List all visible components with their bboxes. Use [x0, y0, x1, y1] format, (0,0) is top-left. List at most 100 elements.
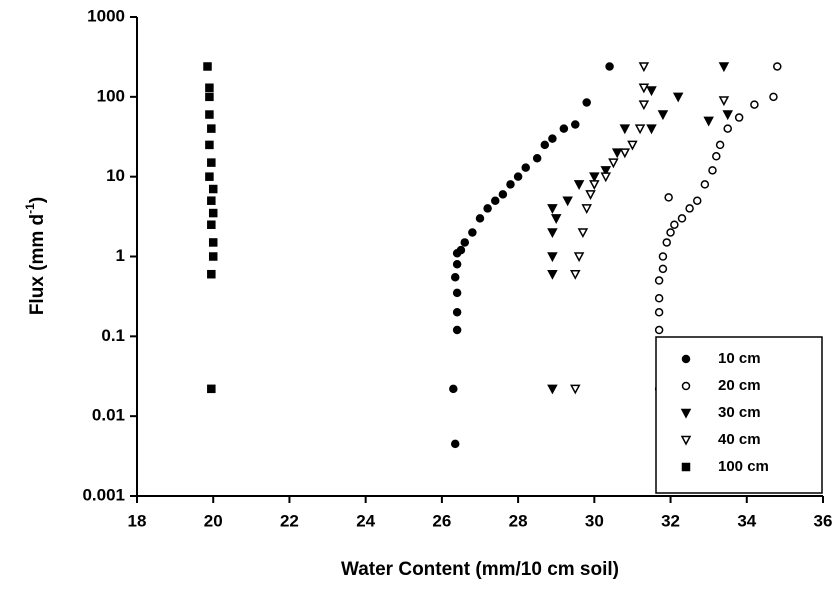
point: [205, 140, 214, 150]
point: [638, 100, 650, 111]
point: [619, 148, 631, 159]
point: [685, 204, 694, 213]
point: [547, 204, 558, 215]
x-tick-label: 30: [585, 511, 604, 530]
point: [490, 196, 500, 205]
point: [600, 166, 612, 176]
y-tick-label: 100: [97, 86, 125, 105]
y-tick-label: 10: [106, 166, 125, 185]
legend-marker: [681, 354, 691, 364]
point: [450, 272, 460, 282]
point: [207, 124, 216, 133]
point: [506, 180, 515, 189]
y-label-text: Flux (mm d: [27, 214, 48, 315]
point: [666, 228, 675, 237]
point: [750, 100, 759, 109]
legend-marker: [681, 462, 691, 472]
x-tick-label: 36: [814, 511, 833, 530]
point: [548, 134, 557, 143]
y-axis-label: Flux (mm d-1): [23, 197, 48, 315]
point: [677, 214, 687, 223]
point: [718, 96, 730, 107]
legend-label: 10 cm: [718, 350, 761, 367]
point: [207, 384, 216, 394]
point: [605, 62, 614, 71]
y-tick-label: 0.001: [82, 485, 125, 504]
x-tick-label: 26: [432, 511, 451, 530]
x-tick-label: 18: [128, 511, 147, 530]
point: [692, 196, 702, 205]
point: [550, 214, 562, 225]
point: [207, 196, 216, 205]
y-label-sup: -1: [23, 203, 37, 214]
point: [708, 166, 717, 175]
point: [769, 92, 778, 102]
y-tick-label: 0.01: [92, 406, 125, 425]
point: [664, 193, 673, 202]
point: [460, 238, 470, 247]
point: [571, 120, 580, 129]
point: [773, 62, 782, 71]
point: [654, 293, 664, 303]
x-tick-label: 24: [356, 511, 375, 530]
point: [452, 259, 462, 269]
point: [547, 384, 558, 395]
x-tick-label: 28: [509, 511, 528, 530]
x-tick-label: 22: [280, 511, 299, 530]
point: [203, 62, 212, 71]
point: [513, 172, 523, 181]
point: [589, 172, 600, 183]
legend-label: 30 cm: [718, 404, 761, 421]
point: [700, 180, 710, 189]
x-tick-label: 32: [661, 511, 680, 530]
point: [657, 110, 669, 121]
point: [600, 172, 612, 183]
point: [208, 238, 218, 247]
point: [475, 214, 485, 223]
point: [452, 308, 462, 317]
point: [562, 196, 573, 207]
point: [654, 325, 664, 335]
point: [452, 288, 462, 298]
point: [638, 62, 650, 73]
point: [208, 252, 218, 261]
point: [540, 140, 550, 150]
point: [532, 154, 542, 163]
point: [672, 92, 684, 103]
point: [452, 325, 462, 335]
point: [589, 180, 600, 190]
legend-label: 100 cm: [718, 458, 769, 475]
point: [208, 184, 218, 194]
point: [734, 113, 744, 122]
point: [581, 204, 592, 215]
point: [521, 163, 530, 172]
point: [547, 252, 558, 263]
legend-marker: [681, 381, 691, 391]
point: [577, 228, 589, 239]
point: [670, 220, 679, 229]
point: [205, 172, 214, 181]
point: [658, 252, 668, 261]
y-label-tail: ): [27, 197, 48, 203]
point: [570, 269, 581, 280]
point: [662, 238, 671, 247]
point: [723, 124, 732, 133]
point: [483, 204, 492, 213]
point: [619, 124, 631, 135]
x-tick-label: 34: [737, 511, 756, 530]
point: [654, 308, 664, 317]
point: [207, 269, 216, 279]
point: [638, 83, 650, 94]
y-tick-label: 1000: [87, 6, 125, 25]
point: [608, 158, 619, 169]
point: [468, 228, 477, 237]
x-axis-label: Water Content (mm/10 cm soil): [341, 559, 619, 580]
point: [582, 98, 591, 107]
point: [205, 110, 214, 119]
point: [573, 252, 585, 263]
point: [646, 86, 657, 97]
legend-marker: [680, 435, 692, 446]
point: [449, 384, 458, 394]
